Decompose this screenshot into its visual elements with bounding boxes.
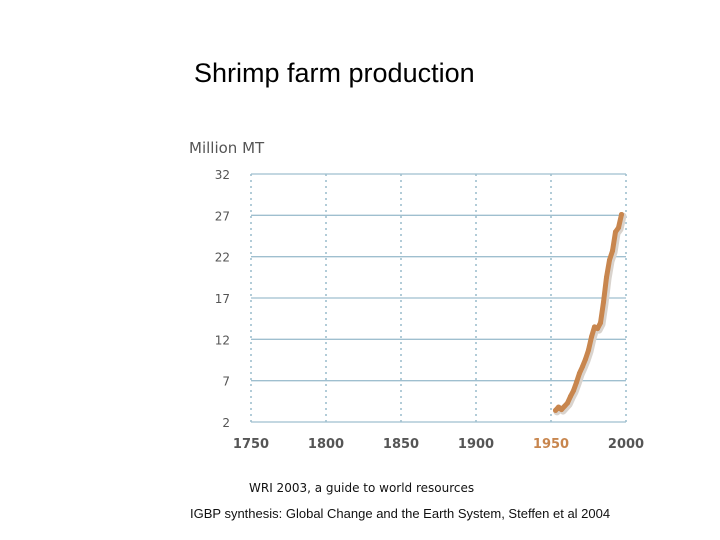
data-point [607, 257, 612, 263]
data-point [553, 407, 558, 413]
y-tick-label: 27 [215, 209, 230, 223]
data-point [559, 407, 564, 413]
data-point [562, 403, 567, 409]
data-point [574, 379, 579, 385]
x-tick-label: 1900 [458, 437, 494, 452]
x-tick-label: 1950 [533, 437, 569, 452]
y-tick-label: 32 [215, 168, 230, 182]
credit-caption: IGBP synthesis: Global Change and the Ea… [190, 506, 611, 521]
data-point [601, 299, 606, 305]
slide-title: Shrimp farm production [194, 58, 475, 88]
source-caption: WRI 2003, a guide to world resources [249, 481, 475, 495]
data-point [616, 225, 621, 231]
data-point [565, 400, 570, 406]
data-point [577, 370, 582, 376]
y-tick-label: 12 [215, 333, 230, 347]
y-tick-label: 7 [222, 375, 230, 389]
data-point [610, 248, 615, 254]
x-tick-label: 1800 [308, 437, 344, 452]
data-point [568, 393, 573, 399]
y-tick-label: 22 [215, 251, 230, 265]
x-tick-label: 1750 [233, 437, 269, 452]
data-point [571, 388, 576, 394]
data-point [598, 320, 603, 326]
data-point [583, 356, 588, 362]
x-tick-label: 1850 [383, 437, 419, 452]
data-point [619, 212, 624, 218]
x-tick-label: 2000 [608, 437, 644, 452]
data-point [586, 347, 591, 353]
data-point [613, 229, 618, 235]
data-point [580, 364, 585, 370]
data-point [595, 326, 600, 332]
y-tick-label: 2 [222, 416, 230, 430]
data-point [604, 274, 609, 280]
y-tick-label: 17 [215, 292, 230, 306]
data-point [589, 334, 594, 340]
y-axis-label: Million MT [189, 139, 265, 157]
